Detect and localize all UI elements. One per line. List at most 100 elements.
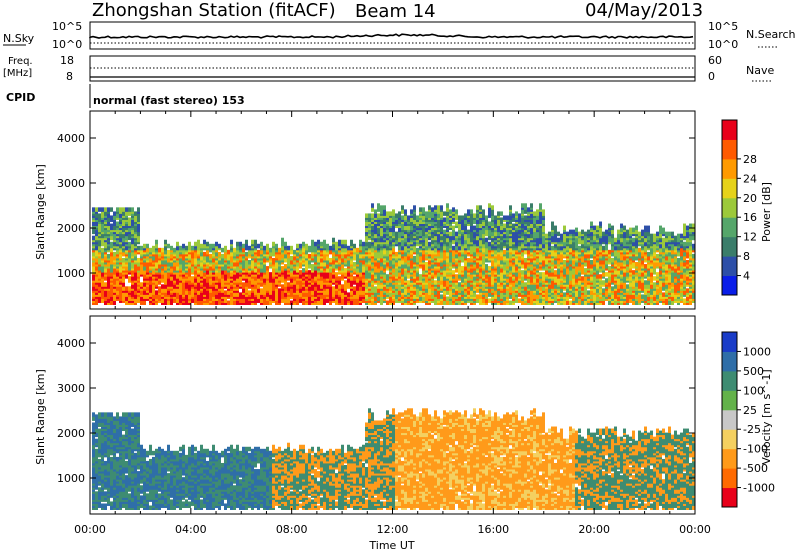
range-gate-cell: [518, 241, 521, 247]
range-gate-cell: [494, 262, 497, 267]
range-gate-cell: [164, 239, 167, 245]
range-gate-cell: [110, 235, 113, 241]
range-gate-cell: [299, 243, 302, 249]
range-gate-cell: [494, 215, 497, 220]
range-gate-cell: [497, 247, 500, 253]
range-gate-cell: [128, 217, 131, 222]
range-gate-cell: [344, 300, 347, 305]
range-gate-cell: [488, 203, 491, 208]
nave-label: Nave: [746, 64, 774, 77]
range-gate-cell: [425, 284, 428, 289]
range-gate-cell: [236, 278, 239, 283]
range-gate-cell: [359, 286, 362, 291]
range-gate-cell: [515, 211, 518, 216]
range-gate-cell: [188, 253, 191, 259]
range-gate-cell: [107, 207, 110, 212]
range-gate-cell: [365, 282, 368, 287]
range-gate-cell: [359, 290, 362, 295]
range-gate-cell: [497, 255, 500, 261]
range-gate-cell: [239, 298, 242, 303]
range-gate-cell: [203, 288, 206, 293]
range-gate-cell: [449, 231, 452, 237]
range-gate-cell: [98, 282, 101, 287]
range-gate-cell: [374, 241, 377, 247]
range-gate-cell: [464, 233, 467, 239]
range-gate-cell: [419, 296, 422, 301]
range-gate-cell: [539, 203, 542, 208]
range-gate-cell: [488, 241, 491, 247]
range-gate-cell: [116, 239, 119, 245]
range-gate-cell: [212, 292, 215, 297]
range-gate-cell: [128, 207, 131, 212]
range-gate-cell: [173, 266, 176, 271]
range-gate-cell: [335, 272, 338, 277]
range-gate-cell: [323, 262, 326, 267]
range-gate-cell: [242, 288, 245, 293]
range-gate-cell: [167, 290, 170, 295]
range-gate-cell: [428, 249, 431, 255]
range-gate-cell: [302, 268, 305, 273]
range-gate-cell: [266, 270, 269, 275]
range-gate-cell: [287, 253, 290, 259]
range-gate-cell: [191, 266, 194, 271]
range-gate-cell: [326, 243, 329, 249]
range-gate-cell: [338, 266, 341, 271]
range-gate-cell: [350, 280, 353, 285]
range-gate-cell: [167, 300, 170, 305]
range-gate-cell: [551, 268, 554, 273]
range-gate-cell: [107, 284, 110, 289]
range-gate-cell: [566, 278, 569, 283]
range-gate-cell: [179, 294, 182, 299]
range-gate-cell: [440, 284, 443, 289]
range-gate-cell: [521, 203, 524, 208]
range-gate-cell: [518, 262, 521, 267]
range-gate-cell: [503, 215, 506, 220]
range-gate-cell: [122, 211, 125, 216]
range-gate-cell: [212, 286, 215, 291]
range-gate-cell: [350, 300, 353, 305]
range-gate-cell: [404, 251, 407, 257]
range-gate-cell: [392, 300, 395, 305]
range-gate-cell: [320, 241, 323, 247]
range-gate-cell: [554, 229, 557, 235]
range-gate-cell: [158, 247, 161, 253]
range-gate-cell: [119, 207, 122, 212]
range-gate-cell: [524, 257, 527, 263]
freq-label: Freq.: [8, 56, 33, 67]
range-gate-cell: [398, 245, 401, 251]
range-gate-cell: [380, 237, 383, 243]
range-gate-cell: [464, 253, 467, 259]
range-gate-cell: [419, 290, 422, 295]
range-gate-cell: [482, 264, 485, 269]
range-gate-cell: [443, 300, 446, 305]
range-gate-cell: [527, 207, 530, 212]
range-gate-cell: [284, 241, 287, 247]
range-gate-cell: [287, 262, 290, 267]
range-gate-cell: [311, 239, 314, 245]
range-gate-cell: [254, 262, 257, 267]
range-gate-cell: [521, 264, 524, 269]
range-gate-cell: [92, 235, 95, 241]
range-gate-cell: [110, 288, 113, 293]
range-gate-cell: [260, 288, 263, 293]
range-gate-cell: [524, 274, 527, 279]
range-gate-cell: [284, 264, 287, 269]
range-gate-cell: [491, 221, 494, 227]
range-gate-cell: [533, 294, 536, 299]
range-gate-cell: [500, 225, 503, 231]
range-gate-cell: [167, 280, 170, 285]
range-gate-cell: [503, 241, 506, 247]
range-gate-cell: [542, 262, 545, 267]
range-gate-cell: [104, 300, 107, 305]
range-gate-cell: [476, 262, 479, 267]
range-gate-cell: [449, 257, 452, 263]
range-gate-cell: [209, 253, 212, 259]
range-gate-cell: [365, 227, 368, 233]
range-gate-cell: [110, 207, 113, 212]
range-gate-cell: [479, 219, 482, 224]
range-gate-cell: [434, 270, 437, 275]
range-gate-cell: [482, 239, 485, 245]
range-gate-cell: [377, 284, 380, 289]
range-gate-cell: [167, 262, 170, 267]
range-gate-cell: [461, 266, 464, 271]
